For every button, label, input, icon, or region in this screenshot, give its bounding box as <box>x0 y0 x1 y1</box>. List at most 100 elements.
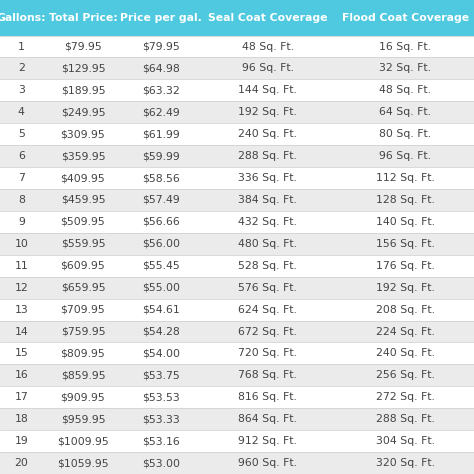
Bar <box>337 277 474 299</box>
Bar <box>199 408 337 430</box>
Bar <box>0 365 43 386</box>
Bar <box>337 167 474 189</box>
Bar <box>0 386 43 408</box>
Bar <box>43 386 123 408</box>
Text: $359.95: $359.95 <box>61 151 105 161</box>
Bar <box>0 211 43 233</box>
Text: 192 Sq. Ft.: 192 Sq. Ft. <box>376 283 435 292</box>
Bar <box>337 145 474 167</box>
Text: $809.95: $809.95 <box>61 348 105 358</box>
Text: 816 Sq. Ft.: 816 Sq. Ft. <box>238 392 297 402</box>
Text: Seal Coat Coverage: Seal Coat Coverage <box>208 13 328 23</box>
Bar <box>43 408 123 430</box>
Text: 6: 6 <box>18 151 25 161</box>
Bar <box>43 36 123 57</box>
Bar <box>43 299 123 320</box>
Text: 320 Sq. Ft.: 320 Sq. Ft. <box>376 458 435 468</box>
Text: $909.95: $909.95 <box>61 392 105 402</box>
Bar <box>199 233 337 255</box>
Bar <box>337 101 474 123</box>
Text: 3: 3 <box>18 85 25 95</box>
Text: 624 Sq. Ft.: 624 Sq. Ft. <box>238 305 297 315</box>
Bar <box>337 79 474 101</box>
Bar <box>199 101 337 123</box>
Text: 240 Sq. Ft.: 240 Sq. Ft. <box>238 129 297 139</box>
Text: 96 Sq. Ft.: 96 Sq. Ft. <box>379 151 431 161</box>
Bar <box>123 101 199 123</box>
Bar <box>199 277 337 299</box>
Text: Gallons:: Gallons: <box>0 13 46 23</box>
Text: 14: 14 <box>14 327 28 337</box>
Bar <box>123 255 199 277</box>
Text: $61.99: $61.99 <box>142 129 180 139</box>
Text: 432 Sq. Ft.: 432 Sq. Ft. <box>238 217 297 227</box>
Text: 16 Sq. Ft.: 16 Sq. Ft. <box>379 42 431 52</box>
Text: $57.49: $57.49 <box>142 195 180 205</box>
Text: $64.98: $64.98 <box>142 64 180 73</box>
Bar <box>0 57 43 79</box>
Text: 2: 2 <box>18 64 25 73</box>
Text: 1: 1 <box>18 42 25 52</box>
Bar <box>337 452 474 474</box>
Bar <box>337 189 474 211</box>
Bar <box>0 36 43 57</box>
Bar <box>0 79 43 101</box>
Text: 960 Sq. Ft.: 960 Sq. Ft. <box>238 458 297 468</box>
Text: 304 Sq. Ft.: 304 Sq. Ft. <box>376 436 435 446</box>
Text: $609.95: $609.95 <box>61 261 105 271</box>
Bar <box>199 36 337 57</box>
Bar <box>123 299 199 320</box>
Bar <box>199 167 337 189</box>
Text: 18: 18 <box>14 414 28 424</box>
Text: $55.00: $55.00 <box>142 283 180 292</box>
Text: 672 Sq. Ft.: 672 Sq. Ft. <box>238 327 297 337</box>
Bar <box>337 342 474 365</box>
Bar <box>0 123 43 145</box>
Bar <box>43 167 123 189</box>
Bar <box>0 277 43 299</box>
Bar <box>199 145 337 167</box>
Bar <box>199 452 337 474</box>
Text: $55.45: $55.45 <box>142 261 180 271</box>
Text: 156 Sq. Ft.: 156 Sq. Ft. <box>376 239 435 249</box>
Text: $58.56: $58.56 <box>142 173 180 183</box>
Bar <box>0 320 43 342</box>
Text: $759.95: $759.95 <box>61 327 105 337</box>
Text: 10: 10 <box>14 239 28 249</box>
Text: 128 Sq. Ft.: 128 Sq. Ft. <box>376 195 435 205</box>
Text: $709.95: $709.95 <box>61 305 105 315</box>
Text: 384 Sq. Ft.: 384 Sq. Ft. <box>238 195 297 205</box>
Bar <box>123 0 199 36</box>
Bar <box>199 79 337 101</box>
Bar <box>337 320 474 342</box>
Text: Price per gal.: Price per gal. <box>120 13 202 23</box>
Bar <box>337 365 474 386</box>
Bar <box>123 342 199 365</box>
Text: 864 Sq. Ft.: 864 Sq. Ft. <box>238 414 297 424</box>
Text: 16: 16 <box>14 370 28 380</box>
Text: 480 Sq. Ft.: 480 Sq. Ft. <box>238 239 297 249</box>
Text: 576 Sq. Ft.: 576 Sq. Ft. <box>238 283 297 292</box>
Text: 12: 12 <box>14 283 28 292</box>
Bar <box>0 452 43 474</box>
Bar <box>123 365 199 386</box>
Bar <box>123 430 199 452</box>
Bar <box>199 342 337 365</box>
Bar <box>337 211 474 233</box>
Text: 48 Sq. Ft.: 48 Sq. Ft. <box>242 42 294 52</box>
Bar <box>0 0 43 36</box>
Text: 256 Sq. Ft.: 256 Sq. Ft. <box>376 370 435 380</box>
Bar <box>123 36 199 57</box>
Text: $309.95: $309.95 <box>61 129 105 139</box>
Bar <box>43 79 123 101</box>
Text: Flood Coat Coverage: Flood Coat Coverage <box>342 13 469 23</box>
Text: $459.95: $459.95 <box>61 195 105 205</box>
Bar <box>337 408 474 430</box>
Bar <box>123 408 199 430</box>
Text: $53.75: $53.75 <box>142 370 180 380</box>
Text: 80 Sq. Ft.: 80 Sq. Ft. <box>379 129 431 139</box>
Bar <box>123 211 199 233</box>
Text: 140 Sq. Ft.: 140 Sq. Ft. <box>376 217 435 227</box>
Bar <box>337 430 474 452</box>
Bar <box>0 233 43 255</box>
